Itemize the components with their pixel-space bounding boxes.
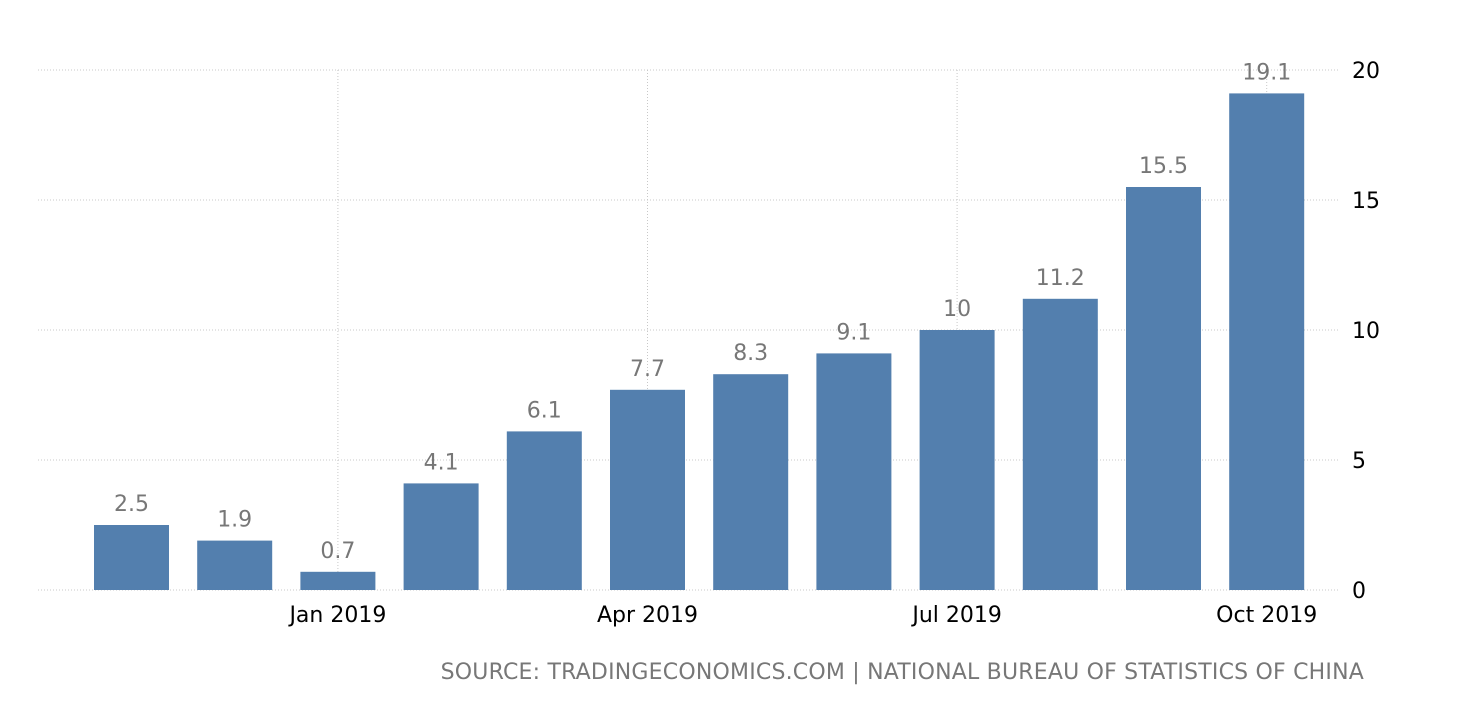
data-label: 2.5 [114,492,149,517]
data-label: 11.2 [1036,266,1085,291]
data-label: 19.1 [1242,60,1291,85]
bar [1022,298,1098,590]
bar [94,525,169,590]
data-label: 0.7 [320,539,355,564]
y-tick-label: 5 [1352,449,1366,474]
bar [300,571,376,590]
data-label: 8.3 [733,341,768,366]
bar [1229,93,1305,591]
source-attribution: SOURCE: TRADINGECONOMICS.COM | NATIONAL … [440,660,1364,685]
data-label: 4.1 [424,450,459,475]
bar [197,540,273,590]
x-tick-label: Jul 2019 [910,603,1002,628]
y-tick-label: 20 [1352,59,1380,84]
data-label: 6.1 [527,398,562,423]
x-tick-label: Jan 2019 [287,603,386,628]
y-tick-label: 0 [1352,579,1366,604]
data-label: 1.9 [217,508,252,533]
data-label: 9.1 [836,320,871,345]
x-tick-label: Apr 2019 [597,603,698,628]
bar [506,431,582,590]
bar [713,374,789,590]
bar [919,330,995,590]
data-label: 7.7 [630,357,665,382]
bar [403,483,479,590]
bar [816,353,892,590]
bar [1126,187,1201,590]
x-tick-label: Oct 2019 [1216,603,1317,628]
y-tick-label: 15 [1352,189,1380,214]
bar [610,389,685,590]
data-label: 10 [943,297,971,322]
y-tick-label: 10 [1352,319,1380,344]
data-label: 15.5 [1139,154,1188,179]
